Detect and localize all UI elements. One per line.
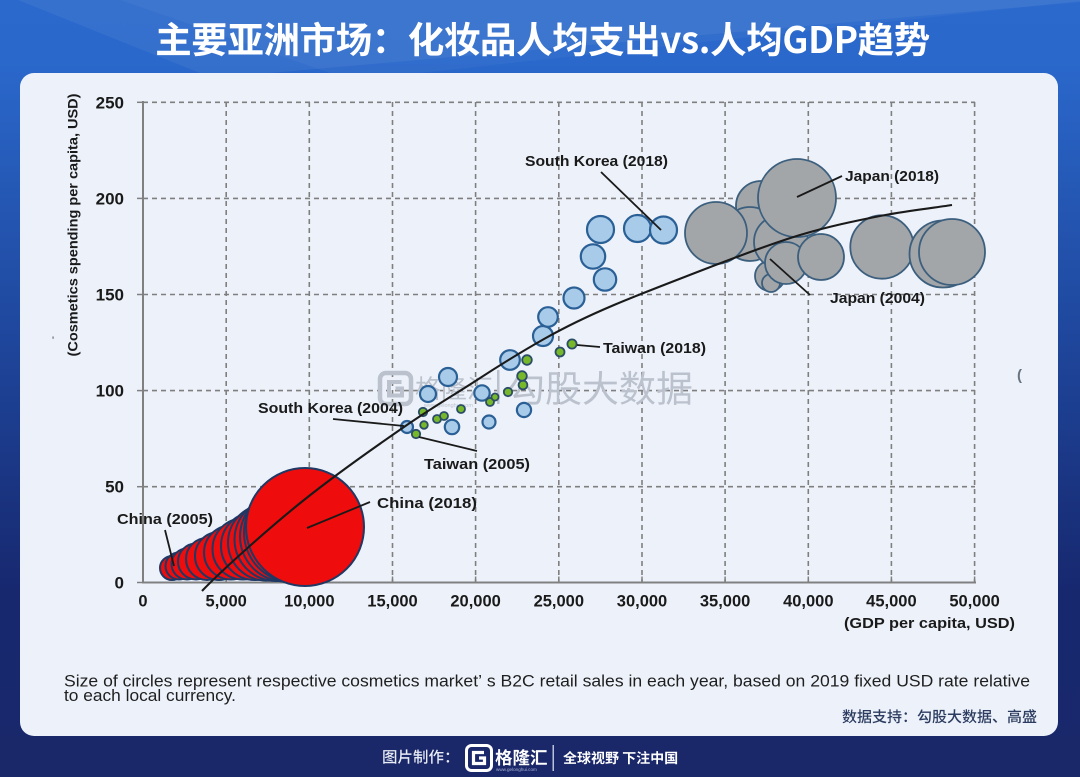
svg-text:Taiwan (2018): Taiwan (2018)	[603, 340, 706, 357]
svg-text:Japan (2004): Japan (2004)	[830, 290, 925, 307]
svg-text:Japan (2018): Japan (2018)	[845, 168, 939, 185]
svg-text:0: 0	[138, 593, 147, 611]
svg-text:200: 200	[96, 189, 124, 208]
svg-text:Taiwan (2005): Taiwan (2005)	[424, 456, 530, 473]
svg-text:30,000: 30,000	[617, 593, 667, 611]
svg-text:China (2018): China (2018)	[377, 495, 477, 512]
svg-text:(: (	[1017, 367, 1022, 384]
svg-text:100: 100	[96, 382, 124, 401]
svg-text:www.gelonghui.com: www.gelonghui.com	[423, 403, 473, 409]
svg-text:(Cosmetics spending per capita: (Cosmetics spending per capita, USD)	[65, 94, 81, 357]
svg-text:150: 150	[96, 286, 124, 305]
svg-text:35,000: 35,000	[700, 593, 750, 611]
svg-text:20,000: 20,000	[450, 593, 500, 611]
svg-text:45,000: 45,000	[866, 593, 916, 611]
svg-text:15,000: 15,000	[367, 593, 417, 611]
svg-text:South Korea (2004): South Korea (2004)	[258, 400, 403, 417]
svg-text:50: 50	[105, 478, 124, 497]
svg-text:www.gelonghui.com: www.gelonghui.com	[496, 767, 537, 772]
svg-text:0: 0	[115, 574, 124, 593]
svg-text:(GDP per capita, USD): (GDP per capita, USD)	[844, 615, 1015, 632]
svg-text:5,000: 5,000	[206, 593, 247, 611]
svg-text:40,000: 40,000	[783, 593, 833, 611]
svg-text:to each local currency.: to each local currency.	[64, 686, 236, 705]
svg-text:Size of circles represent resp: Size of circles represent respective cos…	[64, 672, 1030, 691]
svg-text:25,000: 25,000	[534, 593, 584, 611]
svg-text:10,000: 10,000	[284, 593, 334, 611]
svg-text:China (2005): China (2005)	[117, 511, 213, 528]
svg-text:250: 250	[96, 93, 124, 112]
svg-text:50,000: 50,000	[949, 593, 999, 611]
svg-text:': '	[52, 335, 54, 347]
svg-text:South Korea (2018): South Korea (2018)	[525, 153, 668, 170]
